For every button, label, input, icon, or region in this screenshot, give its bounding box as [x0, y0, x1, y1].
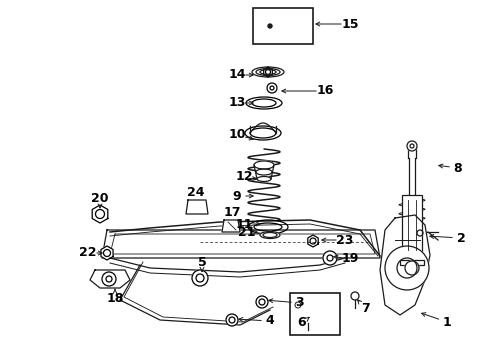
Circle shape — [266, 83, 276, 93]
Ellipse shape — [257, 176, 270, 181]
Ellipse shape — [244, 126, 281, 140]
Text: 24: 24 — [187, 186, 204, 199]
Text: 18: 18 — [106, 292, 123, 305]
Bar — [401, 195, 421, 260]
Text: 19: 19 — [341, 252, 358, 266]
Text: 22: 22 — [79, 247, 97, 260]
Ellipse shape — [247, 220, 287, 234]
Text: 21: 21 — [238, 225, 255, 238]
Bar — [252, 8, 312, 44]
Circle shape — [350, 292, 358, 300]
Polygon shape — [307, 235, 318, 247]
Text: 11: 11 — [235, 217, 252, 230]
Text: 16: 16 — [316, 85, 333, 98]
Text: 14: 14 — [228, 68, 245, 81]
Ellipse shape — [245, 97, 282, 109]
Circle shape — [262, 18, 278, 34]
Text: 6: 6 — [297, 316, 305, 329]
Bar — [289, 293, 339, 335]
Text: 20: 20 — [91, 192, 108, 204]
Text: 1: 1 — [442, 315, 450, 328]
Text: 4: 4 — [265, 315, 274, 328]
Circle shape — [256, 296, 267, 308]
Text: 15: 15 — [341, 18, 358, 31]
Circle shape — [297, 303, 317, 323]
Text: 12: 12 — [235, 171, 252, 184]
Text: 7: 7 — [360, 302, 368, 315]
Circle shape — [102, 272, 116, 286]
Circle shape — [294, 302, 301, 308]
Polygon shape — [92, 205, 107, 223]
Text: 3: 3 — [295, 297, 304, 310]
Polygon shape — [101, 246, 113, 260]
Polygon shape — [222, 220, 240, 232]
Ellipse shape — [251, 67, 284, 77]
Ellipse shape — [256, 169, 271, 175]
Ellipse shape — [256, 68, 280, 76]
Ellipse shape — [253, 161, 273, 169]
Text: 2: 2 — [456, 231, 465, 244]
Circle shape — [225, 314, 238, 326]
Text: 9: 9 — [232, 189, 241, 202]
Text: 8: 8 — [453, 162, 461, 175]
Polygon shape — [263, 67, 272, 77]
Text: 13: 13 — [228, 96, 245, 109]
Text: 23: 23 — [336, 234, 353, 247]
Polygon shape — [102, 230, 379, 258]
Ellipse shape — [260, 69, 275, 75]
Circle shape — [273, 16, 293, 36]
Circle shape — [192, 270, 207, 286]
Ellipse shape — [260, 231, 280, 238]
Circle shape — [406, 141, 416, 151]
Bar — [399, 260, 423, 265]
Polygon shape — [90, 270, 130, 288]
Text: 10: 10 — [228, 129, 245, 141]
Ellipse shape — [263, 233, 276, 238]
Circle shape — [267, 24, 271, 28]
Circle shape — [404, 261, 418, 275]
Polygon shape — [110, 258, 345, 277]
Circle shape — [384, 246, 428, 290]
Text: 5: 5 — [197, 256, 206, 269]
Circle shape — [323, 251, 336, 265]
Polygon shape — [379, 215, 429, 315]
Text: 17: 17 — [223, 207, 240, 220]
Polygon shape — [185, 200, 207, 214]
